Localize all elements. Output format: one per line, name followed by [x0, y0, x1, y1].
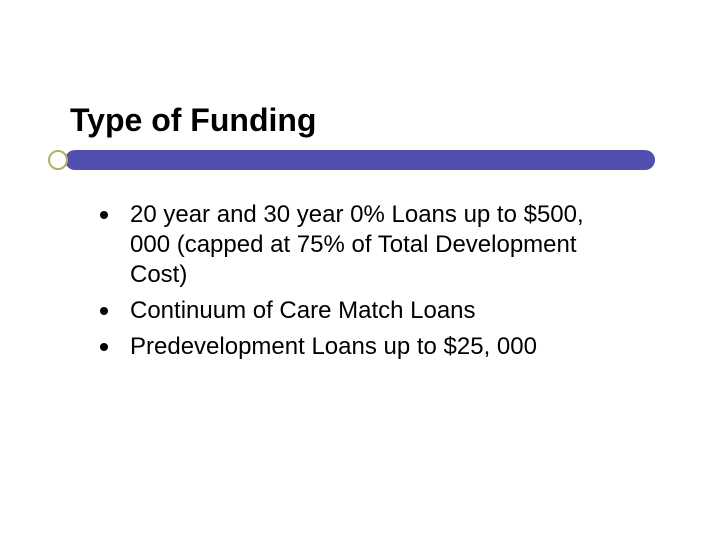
list-item: 20 year and 30 year 0% Loans up to $500,…: [100, 200, 640, 290]
bullet-dot-icon: [100, 307, 108, 315]
slide: Type of Funding 20 year and 30 year 0% L…: [0, 0, 720, 540]
list-item: Continuum of Care Match Loans: [100, 296, 640, 326]
bullet-text: Predevelopment Loans up to $25, 000: [130, 332, 537, 362]
bullet-text: Continuum of Care Match Loans: [130, 296, 476, 326]
bullet-text: 20 year and 30 year 0% Loans up to $500,…: [130, 200, 630, 290]
accent-ring-icon: [48, 150, 68, 170]
bullet-dot-icon: [100, 211, 108, 219]
slide-title: Type of Funding: [70, 102, 316, 139]
bullet-dot-icon: [100, 343, 108, 351]
title-underline-bar: [65, 150, 655, 170]
list-item: Predevelopment Loans up to $25, 000: [100, 332, 640, 362]
bullet-list: 20 year and 30 year 0% Loans up to $500,…: [100, 200, 640, 368]
